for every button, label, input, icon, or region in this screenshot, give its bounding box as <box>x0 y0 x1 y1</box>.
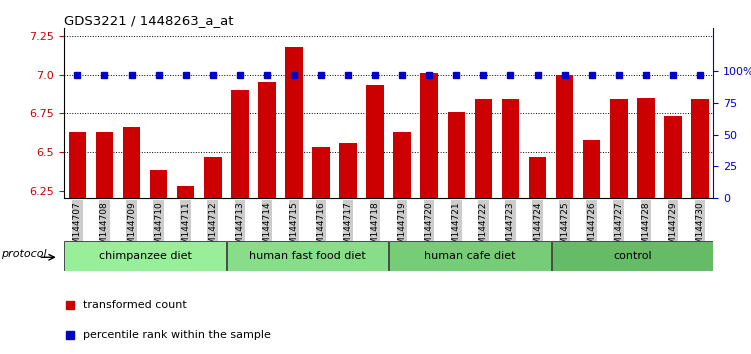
Bar <box>691 99 709 198</box>
Text: percentile rank within the sample: percentile rank within the sample <box>83 330 271 339</box>
Bar <box>176 186 195 198</box>
Bar <box>610 99 628 198</box>
Text: human fast food diet: human fast food diet <box>249 251 366 261</box>
Bar <box>448 112 465 198</box>
Bar <box>204 156 222 198</box>
Bar <box>502 99 519 198</box>
Bar <box>231 90 249 198</box>
Text: chimpanzee diet: chimpanzee diet <box>98 251 192 261</box>
Bar <box>312 147 330 198</box>
Bar <box>529 156 546 198</box>
Bar <box>551 241 713 271</box>
Bar <box>664 116 682 198</box>
Bar <box>366 85 384 198</box>
Text: human cafe diet: human cafe diet <box>424 251 516 261</box>
Text: GDS3221 / 1448263_a_at: GDS3221 / 1448263_a_at <box>64 14 234 27</box>
Bar <box>556 75 573 198</box>
Bar <box>149 170 167 198</box>
Bar <box>475 99 492 198</box>
Bar <box>95 132 113 198</box>
Bar <box>227 241 388 271</box>
Bar <box>65 241 226 271</box>
Bar <box>394 132 411 198</box>
Bar <box>68 132 86 198</box>
Bar <box>122 127 140 198</box>
Bar <box>285 47 303 198</box>
Bar <box>389 241 550 271</box>
Text: transformed count: transformed count <box>83 299 187 310</box>
Bar <box>583 139 601 198</box>
Bar <box>339 143 357 198</box>
Text: control: control <box>613 251 652 261</box>
Text: protocol: protocol <box>2 249 47 259</box>
Bar <box>258 82 276 198</box>
Bar <box>421 73 438 198</box>
Bar <box>637 98 655 198</box>
